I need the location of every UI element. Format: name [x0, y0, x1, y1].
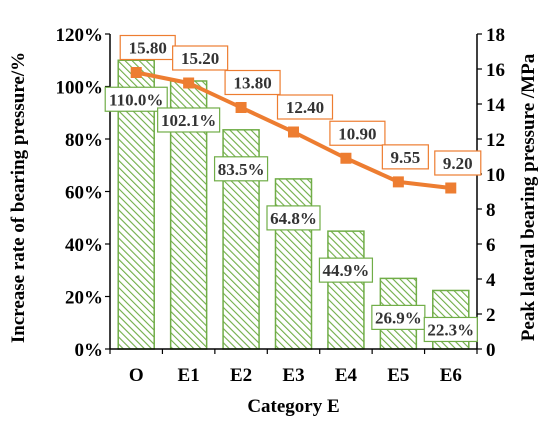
- line-layer: [130, 67, 457, 194]
- x-tick-label: E6: [440, 365, 462, 386]
- x-tick-label: O: [129, 365, 144, 386]
- line-data-label-box: [224, 69, 281, 96]
- bar-data-label: 26.9%: [375, 308, 422, 327]
- x-tick-label: E4: [335, 365, 358, 386]
- x-axis-title: Category E: [247, 396, 339, 417]
- line-data-label: 13.80: [233, 74, 271, 93]
- bars-layer: [117, 59, 470, 350]
- y-right-tick-label: 16: [486, 60, 505, 81]
- bar-E4: [327, 230, 365, 350]
- line-marker-E2: [235, 102, 247, 113]
- bar-data-label: 102.1%: [161, 111, 216, 130]
- bar-data-label: 83.5%: [218, 160, 265, 179]
- y-left-tick-label: 80%: [65, 130, 103, 151]
- bar-data-label: 110.0%: [109, 90, 163, 109]
- line-data-label: 9.20: [443, 154, 473, 173]
- line-data-label-box: [434, 150, 482, 176]
- line-marker-E1: [183, 77, 195, 89]
- line-marker-E4: [340, 152, 352, 164]
- y-left-tick-label: 60%: [65, 183, 103, 204]
- bar-data-label-box: [104, 86, 168, 112]
- bar-E3: [274, 178, 313, 350]
- labels-layer: 110.0% 102.1% 83.5% 64.8% 44.9% 26.9% 22.3% 15.…: [104, 34, 482, 343]
- y-right-tick-label: 12: [486, 130, 505, 151]
- y-left-tick-label: 20%: [65, 288, 103, 309]
- bar-data-label-box: [318, 257, 374, 283]
- y-axis-left-title: Increase rate of bearing pressure/%: [8, 52, 29, 343]
- line-data-label: 15.20: [181, 49, 219, 68]
- bar-data-label: 44.9%: [323, 261, 370, 280]
- y-right-tick-label: 6: [486, 235, 496, 256]
- bar-data-label-box: [157, 107, 221, 133]
- y-left-tick-label: 120%: [56, 25, 104, 46]
- bar-data-label-box: [213, 156, 269, 182]
- line-data-label-box: [276, 94, 334, 120]
- line-marker-E3: [288, 126, 299, 138]
- bar-data-label-box: [423, 316, 478, 343]
- y-left-tick-label: 100%: [56, 78, 104, 99]
- line-data-label: 12.40: [286, 98, 324, 117]
- y-right-tick-label: 0: [486, 340, 496, 361]
- line-data-label: 9.55: [390, 148, 420, 167]
- x-tick-label: E5: [387, 365, 409, 386]
- line-data-label: 10.90: [338, 124, 376, 143]
- y-right-tick-label: 10: [486, 165, 505, 186]
- line-marker-E6: [445, 182, 457, 194]
- y-right-tick-label: 14: [486, 95, 506, 116]
- line-data-label-box: [172, 45, 229, 71]
- bar-data-label: 64.8%: [270, 209, 317, 228]
- bar-data-label: 22.3%: [427, 320, 474, 339]
- y-axis-right-title: Peak lateral bearing pressure /MPa: [518, 53, 539, 341]
- y-right-tick-label: 18: [486, 25, 505, 46]
- y-right-tick-label: 2: [486, 305, 496, 326]
- x-tick-label: E1: [178, 365, 200, 386]
- line-marker-O: [130, 67, 142, 78]
- x-tick-label: E3: [282, 365, 304, 386]
- y-right-tick-label: 8: [486, 200, 496, 221]
- y-left-tick-label: 40%: [65, 235, 103, 256]
- y-left-tick-label: 0%: [75, 340, 104, 361]
- axes-layer: 0% 20% 40% 60% 80% 100% 120% 0 2 4 6 8 10 12 14 16 18 O E1…: [56, 25, 506, 386]
- line-marker-E5: [392, 176, 404, 188]
- line-data-label-box: [329, 120, 386, 146]
- line-data-label: 15.80: [129, 39, 167, 58]
- bar-data-label-box: [266, 205, 321, 231]
- y-right-tick-label: 4: [486, 270, 496, 291]
- x-tick-label: E2: [230, 365, 252, 386]
- line-data-label-box: [381, 144, 429, 170]
